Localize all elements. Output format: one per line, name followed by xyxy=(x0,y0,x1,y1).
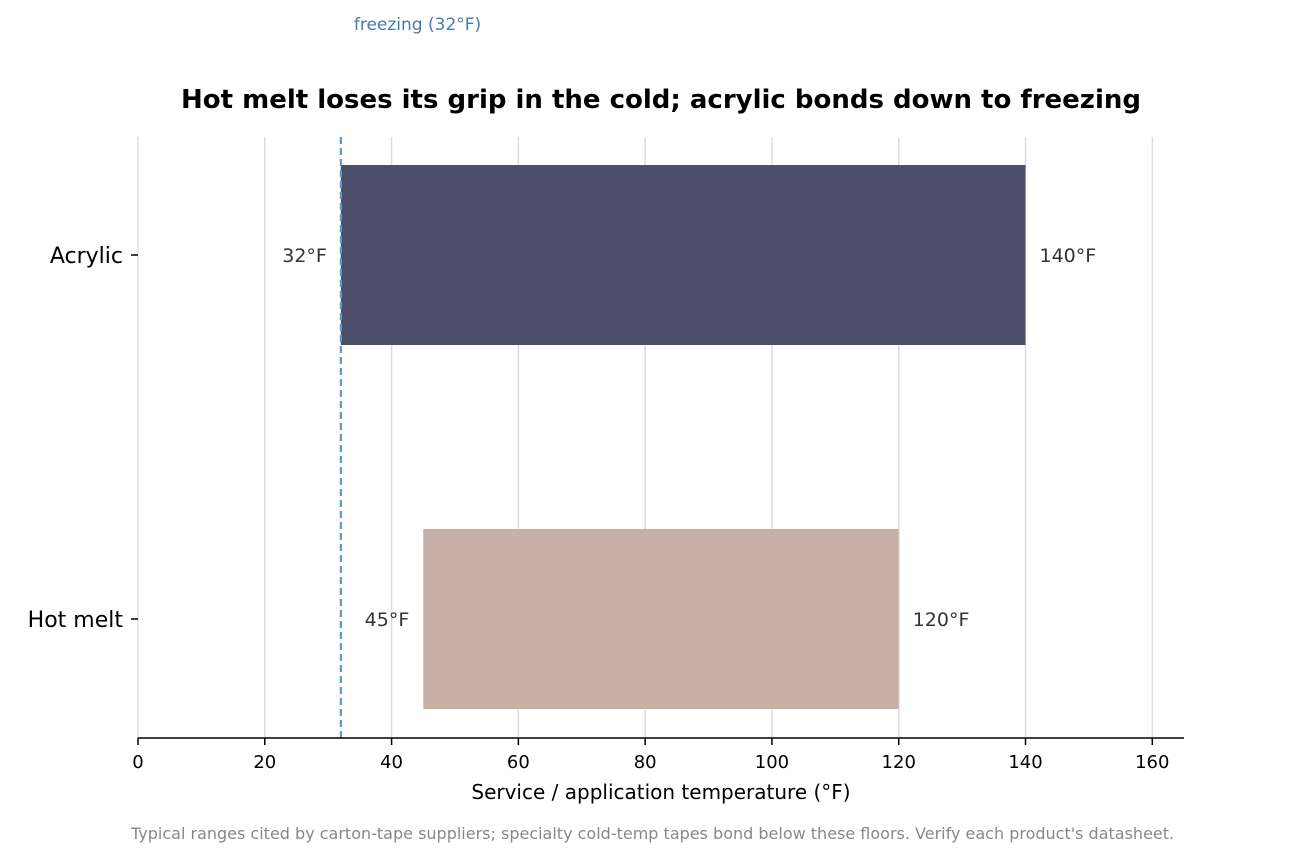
high-value-label: 120°F xyxy=(913,609,970,631)
chart-title: Hot melt loses its grip in the cold; acr… xyxy=(181,85,1141,115)
x-tick-label: 100 xyxy=(755,752,789,773)
freezing-reference-label: freezing (32°F) xyxy=(354,15,481,35)
x-tick-label: 60 xyxy=(507,752,530,773)
bar-acrylic xyxy=(340,165,1026,345)
low-value-label: 45°F xyxy=(365,609,410,631)
x-tick-label: 80 xyxy=(634,752,657,773)
category-label: Hot melt xyxy=(28,608,124,633)
x-tick-label: 0 xyxy=(132,752,143,773)
x-axis-label: Service / application temperature (°F) xyxy=(471,780,850,804)
low-value-label: 32°F xyxy=(282,245,327,267)
value-labels: 32°F 140°F 45°F 120°F xyxy=(282,245,1096,631)
footnote: Typical ranges cited by carton-tape supp… xyxy=(130,824,1174,843)
category-label: Acrylic xyxy=(50,244,123,269)
high-value-label: 140°F xyxy=(1040,245,1097,267)
bars xyxy=(340,165,1026,709)
x-tick-label: 140 xyxy=(1008,752,1042,773)
category-labels: Acrylic Hot melt xyxy=(28,244,138,633)
bar-hot-melt xyxy=(423,529,899,709)
x-tick-label: 40 xyxy=(380,752,403,773)
x-tick-label: 160 xyxy=(1135,752,1169,773)
x-tick-label: 120 xyxy=(882,752,916,773)
x-tick-label: 20 xyxy=(253,752,276,773)
x-ticks: 0 20 40 60 80 100 120 140 160 xyxy=(132,738,1169,773)
